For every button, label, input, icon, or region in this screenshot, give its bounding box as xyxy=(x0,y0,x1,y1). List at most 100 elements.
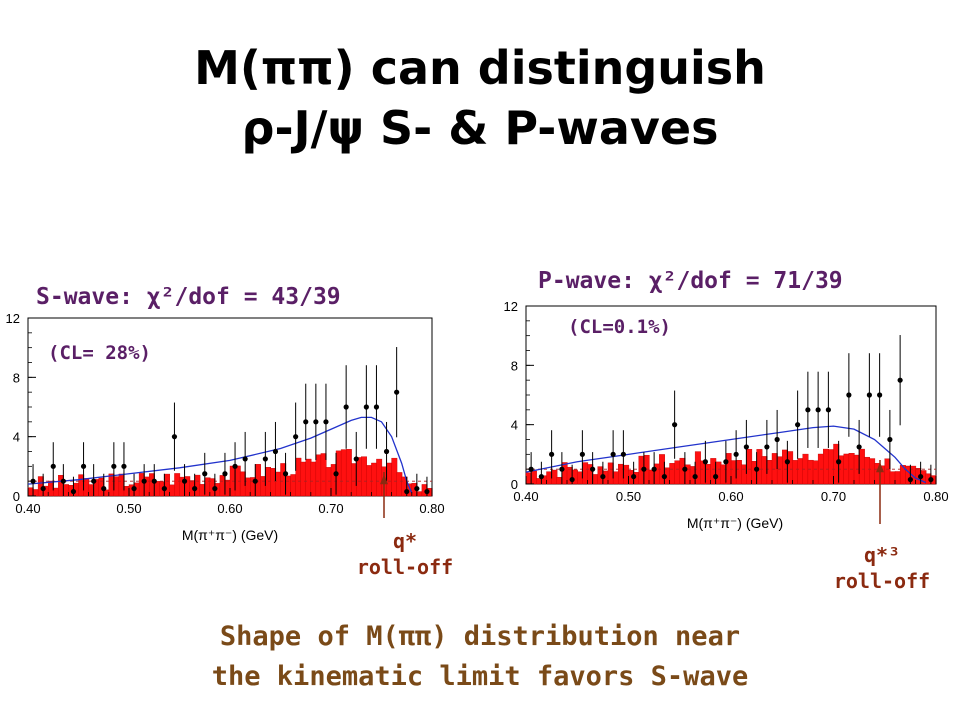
s-wave-x-tick-label: 0.70 xyxy=(318,501,343,516)
p-wave-histogram-bin xyxy=(612,471,619,485)
s-wave-histogram-bin xyxy=(376,458,383,497)
p-wave-data-point xyxy=(836,459,842,465)
s-wave-data-point xyxy=(414,485,420,492)
s-wave-data-point xyxy=(111,463,117,469)
s-wave-histogram-bin xyxy=(295,457,302,497)
p-wave-histogram-bin xyxy=(766,460,773,485)
s-wave-y-tick-label: 0 xyxy=(13,489,20,504)
s-wave-data-point xyxy=(404,488,410,495)
p-wave-x-tick-label: 0.50 xyxy=(616,489,641,504)
p-wave-data-point xyxy=(754,466,760,472)
p-wave-data-point xyxy=(600,473,606,480)
p-wave-histogram-bin xyxy=(869,458,876,485)
p-wave-histogram-bin xyxy=(530,470,537,485)
s-wave-data-point xyxy=(212,485,218,492)
s-wave-x-tick-label: 0.40 xyxy=(15,501,40,516)
p-wave-histogram-bin xyxy=(561,462,568,485)
s-wave-histogram-bin xyxy=(204,477,211,497)
p-wave-data-point xyxy=(702,459,708,465)
p-wave-data-point xyxy=(733,451,739,457)
s-wave-x-tick-label: 0.50 xyxy=(116,501,141,516)
s-wave-data-point xyxy=(222,471,228,477)
s-wave-data-point xyxy=(192,485,198,492)
p-wave-fit-label: P-wave: χ²/dof = 71/39 xyxy=(538,268,843,294)
p-wave-histogram-bin xyxy=(592,474,599,485)
conclusion-line-1: Shape of M(ππ) distribution near xyxy=(219,621,741,652)
s-wave-histogram-bin xyxy=(371,462,378,497)
p-wave-data-point xyxy=(538,473,544,480)
left-rolloff-line1: q* xyxy=(392,529,418,553)
s-wave-histogram-bin xyxy=(345,449,352,497)
p-wave-data-point xyxy=(918,473,924,480)
s-wave-histogram-bin xyxy=(285,475,292,497)
p-wave-y-tick-label: 0 xyxy=(511,477,518,492)
p-wave-data-point xyxy=(887,436,893,443)
p-wave-data-point xyxy=(764,444,770,450)
p-wave-data-point xyxy=(713,473,719,480)
p-wave-histogram-bin xyxy=(705,464,712,485)
s-wave-histogram-bin xyxy=(356,457,362,497)
s-wave-x-tick-label: 0.80 xyxy=(419,501,444,516)
s-wave-x-tick-label: 0.60 xyxy=(217,501,242,516)
s-wave-data-point xyxy=(272,448,279,455)
p-wave-fit-curve xyxy=(525,425,927,484)
p-wave-data-point xyxy=(723,459,729,465)
s-wave-data-point xyxy=(353,456,359,462)
p-wave-data-point xyxy=(692,473,698,480)
s-wave-data-point xyxy=(333,471,339,477)
p-wave-histogram-bin xyxy=(889,471,896,485)
p-wave-data-point xyxy=(846,392,852,398)
s-wave-data-point xyxy=(363,404,369,410)
s-wave-histogram-bin xyxy=(396,472,403,497)
p-wave-data-point xyxy=(579,451,585,457)
p-wave-data-point xyxy=(641,466,647,472)
s-wave-histogram-bin xyxy=(305,458,312,497)
s-wave-data-point xyxy=(232,463,238,469)
s-wave-histogram-bin xyxy=(174,473,181,497)
conclusion-line-2: the kinematic limit favors S-wave xyxy=(211,661,749,692)
p-wave-data-point xyxy=(784,459,790,465)
p-wave-data-point xyxy=(661,473,667,480)
s-wave-data-point xyxy=(101,485,107,492)
right-rolloff-label: q*³ roll-off xyxy=(822,542,942,594)
s-wave-histogram-bin xyxy=(386,462,393,497)
s-wave-data-point xyxy=(282,471,289,477)
p-wave-data-point xyxy=(590,466,596,472)
p-wave-y-tick-label: 12 xyxy=(504,299,518,314)
s-wave-histogram-bin xyxy=(361,456,367,497)
s-wave-data-point xyxy=(373,404,380,410)
p-wave-data-point xyxy=(866,392,872,398)
p-wave-histogram-bin xyxy=(776,456,783,485)
s-wave-y-tick-label: 8 xyxy=(13,370,20,385)
s-wave-fit-label: S-wave: χ²/dof = 43/39 xyxy=(36,284,341,310)
s-wave-data-point xyxy=(60,478,66,484)
p-wave-data-point xyxy=(549,451,555,457)
p-wave-data-point xyxy=(907,476,913,483)
p-wave-x-tick-label: 0.80 xyxy=(923,489,948,504)
s-wave-histogram-bin xyxy=(300,461,307,497)
p-wave-data-point xyxy=(774,436,780,443)
s-wave-data-point xyxy=(70,488,77,495)
p-wave-x-tick-label: 0.60 xyxy=(718,489,743,504)
p-wave-histogram-bin xyxy=(582,462,589,485)
p-wave-histogram-bin xyxy=(551,469,558,485)
s-wave-data-point xyxy=(242,456,248,462)
s-wave-data-point xyxy=(303,419,309,425)
s-wave-data-point xyxy=(394,389,400,395)
s-wave-histogram-bin xyxy=(366,465,373,497)
s-wave-data-point xyxy=(424,488,430,495)
p-wave-histogram-bin xyxy=(694,451,701,485)
p-wave-histogram-bin xyxy=(756,449,763,485)
s-wave-histogram-bin xyxy=(169,484,176,497)
p-wave-data-point xyxy=(743,444,749,450)
s-wave-histogram-bin xyxy=(113,476,120,497)
s-wave-data-point xyxy=(181,478,188,484)
p-wave-data-point xyxy=(928,476,934,483)
s-wave-data-point xyxy=(313,419,319,425)
s-wave-cl-label: (CL= 28%) xyxy=(48,342,151,364)
p-wave-histogram-bin xyxy=(807,459,814,485)
s-wave-data-point xyxy=(151,478,157,484)
s-wave-rolloff-arrow xyxy=(380,474,388,485)
s-wave-data-point xyxy=(202,471,208,477)
p-wave-data-point xyxy=(569,476,575,483)
